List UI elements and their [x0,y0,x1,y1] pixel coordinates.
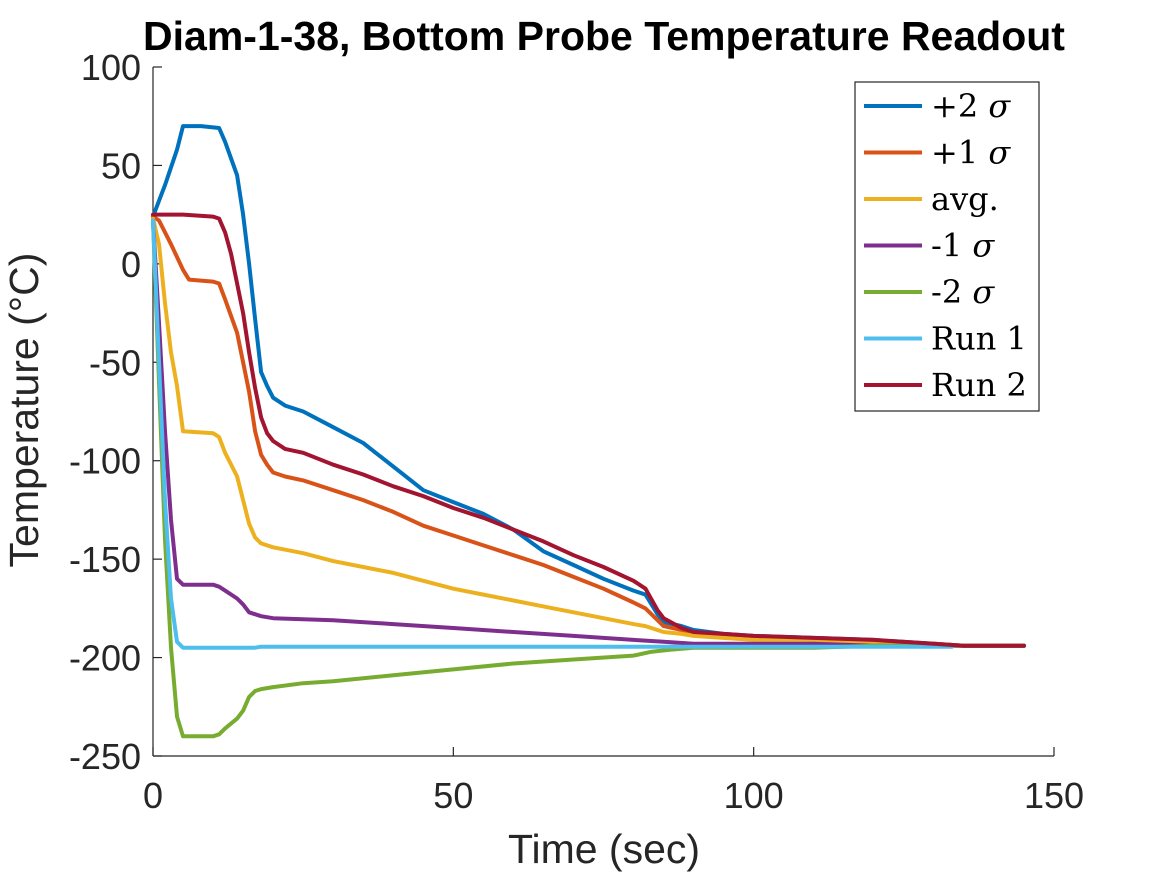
legend-label: Run 1 [931,320,1027,358]
x-tick-label: 150 [1024,775,1084,816]
y-axis-label: Temperature (°C) [1,253,47,568]
y-tick-label: -150 [69,539,141,580]
series-line [151,218,1026,648]
legend-label: Run 2 [931,366,1027,404]
y-tick-label: 0 [121,244,141,285]
x-tick-label: 50 [433,775,473,816]
y-tick-label: 50 [101,145,141,186]
y-tick-label: -250 [69,736,141,777]
y-tick-label: 100 [81,47,141,88]
legend: +2 σ +1 σ avg. -1 σ -2 σ Run 1 Run 2 [854,81,1040,412]
legend-label: -2 σ [931,273,995,311]
x-tick-label: 0 [143,775,163,816]
axes: 0 50 100 150 -250 -200 -150 -100 -50 0 50 100 [69,47,1084,816]
x-tick-label: 100 [724,775,784,816]
x-axis-label: Time (sec) [508,826,700,872]
legend-label: avg. [931,180,999,218]
y-tick-label: -50 [89,342,141,383]
series-line [151,212,1026,648]
y-tick-label: -100 [69,441,141,482]
legend-label: -1 σ [931,227,995,265]
y-tick-label: -200 [69,638,141,679]
legend-label: +2 σ [931,87,1011,125]
chart-title: Diam-1-38, Bottom Probe Temperature Read… [143,13,1065,59]
series-line [151,216,1026,648]
series-line [151,218,954,650]
legend-label: +1 σ [931,134,1011,172]
data-lines [151,124,1026,739]
